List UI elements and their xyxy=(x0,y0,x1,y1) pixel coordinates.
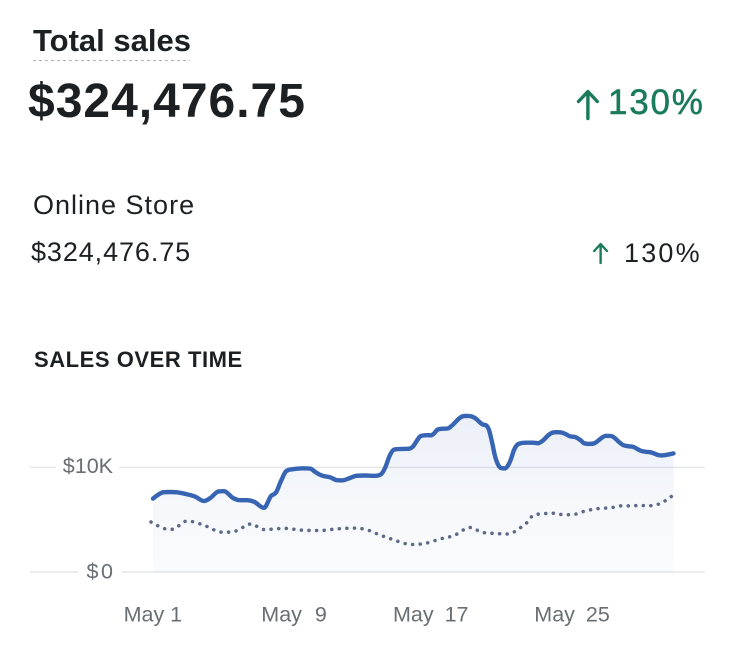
svg-text:May 9: May 9 xyxy=(261,602,327,626)
svg-text:$10K: $10K xyxy=(63,454,114,478)
svg-text:May 25: May 25 xyxy=(534,602,610,626)
svg-text:May 1: May 1 xyxy=(124,602,183,626)
svg-text:May 17: May 17 xyxy=(393,602,469,626)
svg-text:$0: $0 xyxy=(87,560,116,584)
